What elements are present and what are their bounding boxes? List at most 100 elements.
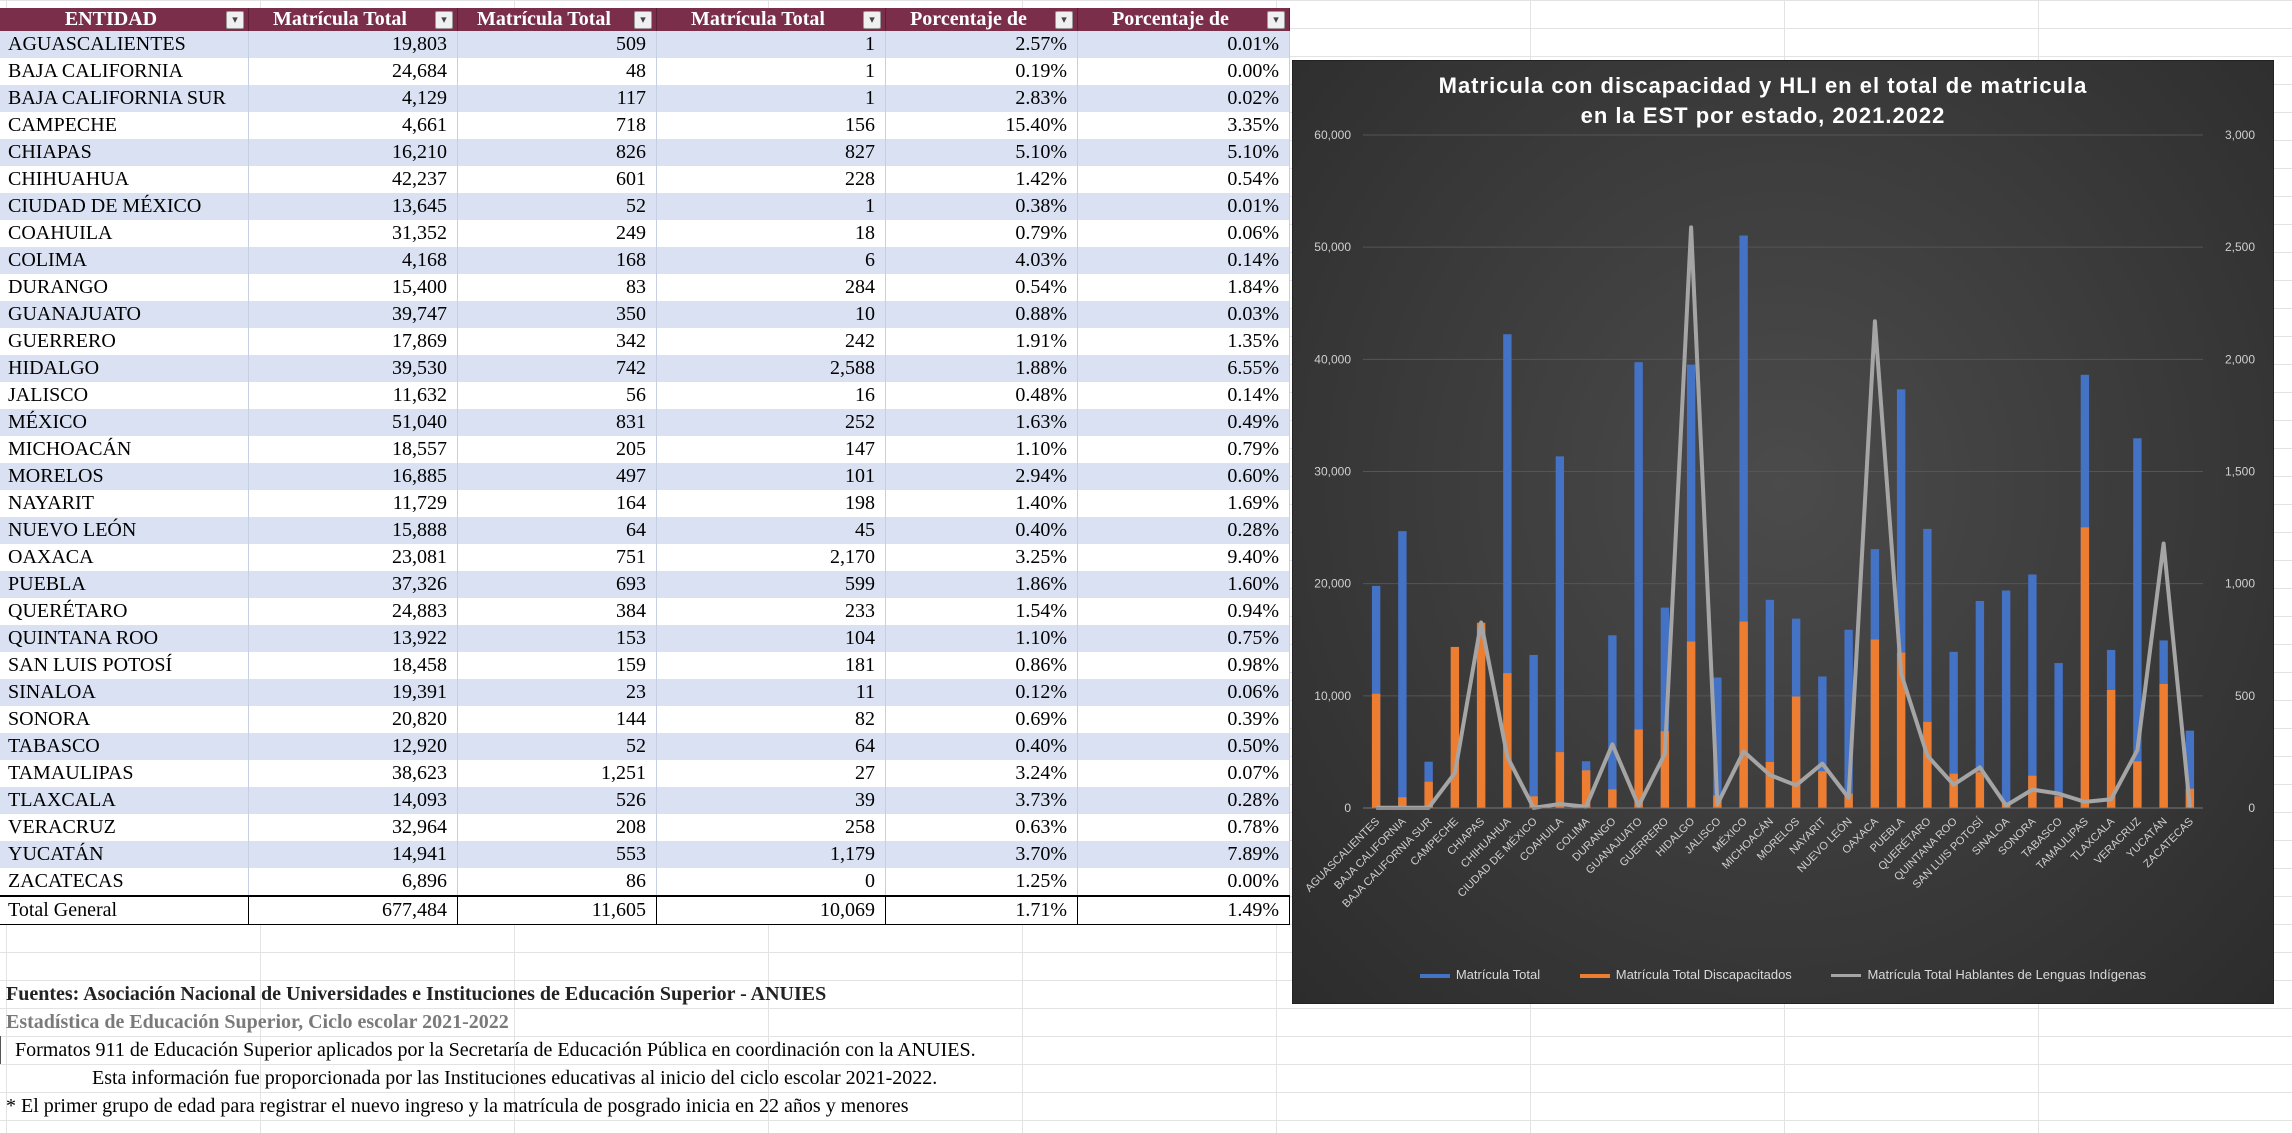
cell-value[interactable]: 0.03% [1077,301,1290,328]
cell-value[interactable]: 4.03% [885,247,1078,274]
cell-value[interactable]: 82 [656,706,886,733]
cell-value[interactable]: 16,210 [248,139,458,166]
cell-entidad[interactable]: SAN LUIS POTOSÍ [0,652,249,679]
cell-value[interactable]: 233 [656,598,886,625]
cell-value[interactable]: 32,964 [248,814,458,841]
cell-value[interactable]: 1.86% [885,571,1078,598]
cell-value[interactable]: 39 [656,787,886,814]
cell-value[interactable]: 0.40% [885,517,1078,544]
cell-value[interactable]: 1.60% [1077,571,1290,598]
chart[interactable]: Matricula con discapacidad y HLI en el t… [1292,60,2274,1004]
cell-value[interactable]: 1.69% [1077,490,1290,517]
cell-value[interactable]: 826 [457,139,657,166]
cell-value[interactable]: 104 [656,625,886,652]
cell-value[interactable]: 742 [457,355,657,382]
filter-dropdown-icon[interactable]: ▾ [1267,11,1285,29]
cell-value[interactable]: 553 [457,841,657,868]
cell-value[interactable]: 20,820 [248,706,458,733]
filter-sort-icon[interactable]: ▾ [226,11,244,29]
cell-value[interactable]: 0.28% [1077,787,1290,814]
cell-value[interactable]: 31,352 [248,220,458,247]
cell-value[interactable]: 2.57% [885,31,1078,58]
cell-entidad[interactable]: TAMAULIPAS [0,760,249,787]
cell-value[interactable]: 2,588 [656,355,886,382]
cell-value[interactable]: 11,605 [457,895,657,925]
cell-entidad[interactable]: BAJA CALIFORNIA [0,58,249,85]
cell-entidad[interactable]: CAMPECHE [0,112,249,139]
cell-value[interactable]: 4,661 [248,112,458,139]
cell-value[interactable]: 168 [457,247,657,274]
cell-value[interactable]: 19,803 [248,31,458,58]
cell-value[interactable]: 153 [457,625,657,652]
cell-value[interactable]: 13,645 [248,193,458,220]
cell-value[interactable]: 599 [656,571,886,598]
cell-value[interactable]: 1.54% [885,598,1078,625]
cell-value[interactable]: 0.12% [885,679,1078,706]
column-header-entidad[interactable]: ENTIDAD ▾ [0,8,249,31]
cell-value[interactable]: 0.54% [1077,166,1290,193]
info-note[interactable]: Esta información fue proporcionada por l… [92,1067,938,1089]
cell-value[interactable]: 0.98% [1077,652,1290,679]
cell-value[interactable]: 0.49% [1077,409,1290,436]
cell-value[interactable]: 24,883 [248,598,458,625]
cell-value[interactable]: 1.84% [1077,274,1290,301]
cell-value[interactable]: 693 [457,571,657,598]
cell-value[interactable]: 198 [656,490,886,517]
cell-value[interactable]: 0.60% [1077,463,1290,490]
cell-value[interactable]: 0.06% [1077,679,1290,706]
cell-value[interactable]: 181 [656,652,886,679]
cell-entidad[interactable]: MICHOACÁN [0,436,249,463]
cell-value[interactable]: 23,081 [248,544,458,571]
cell-value[interactable]: 117 [457,85,657,112]
cell-value[interactable]: 2.94% [885,463,1078,490]
cell-value[interactable]: 208 [457,814,657,841]
cell-value[interactable]: 24,684 [248,58,458,85]
cell-value[interactable]: 718 [457,112,657,139]
cell-value[interactable]: 0.39% [1077,706,1290,733]
cell-value[interactable]: 12,920 [248,733,458,760]
column-header-matricula-total[interactable]: Matrícula Total ▾ [248,8,458,31]
cell-value[interactable]: 1.88% [885,355,1078,382]
cell-value[interactable]: 5.10% [885,139,1078,166]
cell-value[interactable]: 0.02% [1077,85,1290,112]
cell-value[interactable]: 159 [457,652,657,679]
cell-value[interactable]: 19,391 [248,679,458,706]
cell-entidad[interactable]: QUERÉTARO [0,598,249,625]
cell-entidad[interactable]: COAHUILA [0,220,249,247]
cell-value[interactable]: 0.28% [1077,517,1290,544]
cell-value[interactable]: 18,557 [248,436,458,463]
cell-value[interactable]: 342 [457,328,657,355]
cell-value[interactable]: 0.50% [1077,733,1290,760]
footnote[interactable]: * El primer grupo de edad para registrar… [6,1095,909,1117]
cell-value[interactable]: 0.88% [885,301,1078,328]
cell-value[interactable]: 164 [457,490,657,517]
cell-value[interactable]: 1 [656,58,886,85]
column-header-porcentaje-hli[interactable]: Porcentaje de ▾ [1077,8,1290,31]
cell-value[interactable]: 0 [656,868,886,896]
cell-value[interactable]: 23 [457,679,657,706]
cell-value[interactable]: 10 [656,301,886,328]
cell-entidad[interactable]: CHIAPAS [0,139,249,166]
cell-entidad[interactable]: TABASCO [0,733,249,760]
cell-value[interactable]: 831 [457,409,657,436]
cell-value[interactable]: 17,869 [248,328,458,355]
cell-value[interactable]: 1.49% [1077,895,1290,925]
cell-value[interactable]: 0.01% [1077,193,1290,220]
cell-value[interactable]: 751 [457,544,657,571]
formats-note[interactable]: Formatos 911 de Educación Superior aplic… [0,1036,976,1064]
cell-entidad[interactable]: JALISCO [0,382,249,409]
cell-value[interactable]: 37,326 [248,571,458,598]
cell-value[interactable]: 11,632 [248,382,458,409]
cell-entidad[interactable]: SINALOA [0,679,249,706]
cell-value[interactable]: 827 [656,139,886,166]
cell-value[interactable]: 2,170 [656,544,886,571]
cell-entidad[interactable]: ZACATECAS [0,868,249,896]
cell-entidad[interactable]: AGUASCALIENTES [0,31,249,58]
column-header-porcentaje-discapacidad[interactable]: Porcentaje de ▾ [885,8,1078,31]
cell-value[interactable]: 601 [457,166,657,193]
cell-entidad[interactable]: NAYARIT [0,490,249,517]
cell-entidad[interactable]: CHIHUAHUA [0,166,249,193]
cell-value[interactable]: 45 [656,517,886,544]
cell-value[interactable]: 1.71% [885,895,1078,925]
cell-value[interactable]: 39,530 [248,355,458,382]
